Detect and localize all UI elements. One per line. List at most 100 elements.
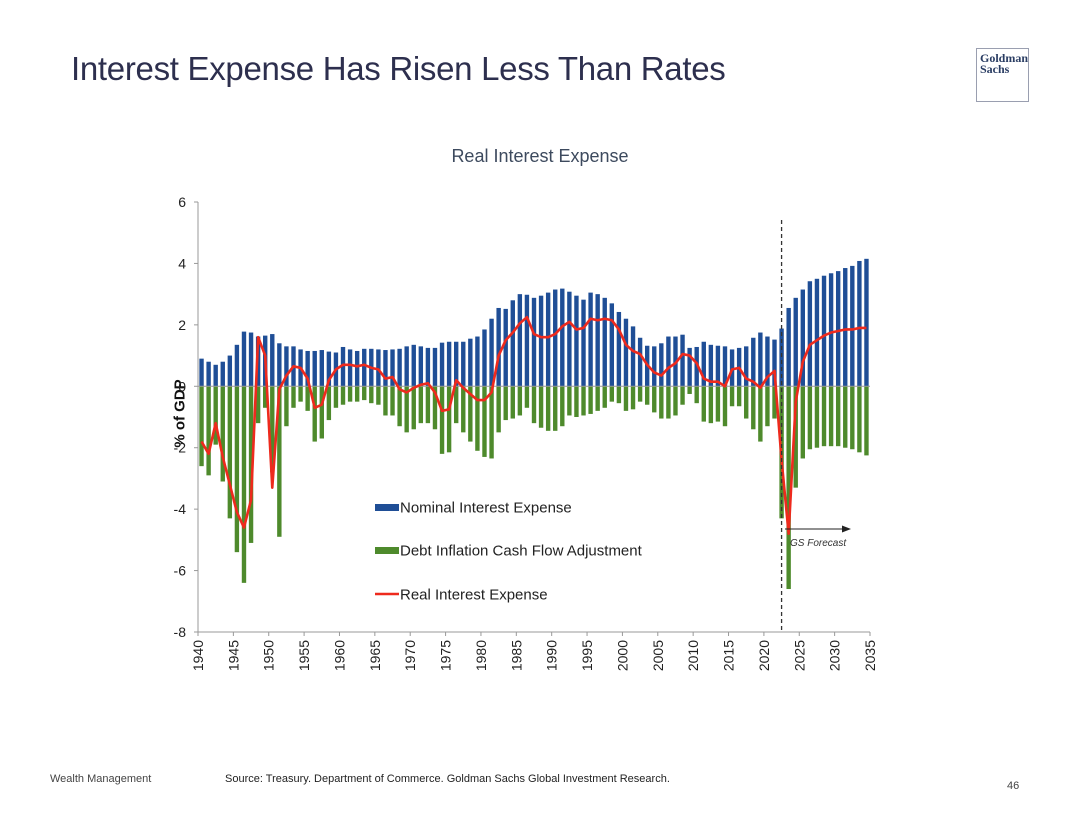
x-tick-label: 2035: [862, 640, 878, 671]
bar-adjustment: [793, 386, 798, 488]
bar-nominal: [708, 344, 714, 387]
bar-nominal: [425, 347, 431, 387]
bar-adjustment: [701, 386, 706, 422]
bar-adjustment: [390, 386, 395, 416]
bar-adjustment: [326, 386, 332, 421]
bar-adjustment: [744, 386, 749, 419]
bar-nominal: [779, 328, 784, 387]
forecast-label: GS Forecast: [790, 538, 847, 549]
x-tick-label: 1975: [438, 640, 454, 671]
bar-adjustment: [736, 386, 742, 407]
bar-nominal: [744, 346, 749, 387]
bar-adjustment: [510, 386, 515, 419]
bar-nominal: [666, 336, 671, 387]
bar-nominal: [751, 337, 756, 387]
bar-adjustment: [567, 386, 572, 416]
bar-adjustment: [758, 386, 763, 442]
bars-group: [199, 258, 869, 589]
slide-title: Interest Expense Has Risen Less Than Rat…: [71, 50, 726, 87]
bar-adjustment: [340, 386, 346, 405]
bar-nominal: [206, 361, 211, 387]
bar-adjustment: [807, 386, 813, 450]
bar-nominal: [227, 355, 233, 387]
bar-nominal: [390, 349, 395, 387]
legend-label: Nominal Interest Expense: [400, 500, 572, 517]
x-tick-label: 2000: [614, 640, 630, 671]
bar-adjustment: [489, 386, 494, 459]
bar-adjustment: [362, 386, 367, 401]
bar-adjustment: [531, 386, 537, 424]
bar-nominal: [602, 297, 607, 387]
bar-adjustment: [772, 386, 777, 419]
bar-adjustment: [722, 386, 728, 427]
bar-adjustment: [821, 386, 827, 447]
bar-adjustment: [715, 386, 721, 422]
bar-adjustment: [248, 386, 254, 543]
bar-nominal: [659, 343, 664, 387]
bar-adjustment: [800, 386, 805, 459]
y-tick-label: -2: [174, 440, 187, 456]
bar-adjustment: [354, 386, 360, 402]
bar-adjustment: [637, 386, 643, 402]
bar-nominal: [821, 275, 827, 387]
bar-adjustment: [765, 386, 770, 427]
chart-title: Real Interest Expense: [451, 146, 629, 166]
x-tick-label: 1955: [296, 640, 312, 671]
bar-adjustment: [263, 386, 268, 408]
bar-adjustment: [574, 386, 579, 417]
bar-adjustment: [482, 386, 487, 457]
bar-adjustment: [227, 386, 233, 519]
x-tick-label: 1980: [473, 640, 489, 671]
bar-nominal: [680, 334, 685, 387]
goldman-sachs-logo: Goldman Sachs: [976, 48, 1029, 102]
bar-nominal: [510, 300, 515, 387]
bar-nominal: [404, 346, 409, 387]
bar-adjustment: [404, 386, 409, 433]
bar-nominal: [277, 343, 282, 387]
bar-nominal: [468, 338, 473, 387]
bar-nominal: [220, 361, 225, 387]
bar-adjustment: [786, 386, 791, 589]
footer-wealth-management: Wealth Management: [50, 773, 152, 785]
legend-swatch: [375, 504, 399, 511]
line-real-interest-expense: [200, 315, 867, 536]
x-tick-label: 1950: [261, 640, 277, 671]
bar-nominal: [553, 289, 558, 387]
bar-nominal: [828, 273, 834, 387]
y-tick-label: -6: [174, 563, 187, 579]
bar-nominal: [305, 350, 310, 387]
bar-adjustment: [666, 386, 671, 419]
bar-adjustment: [347, 386, 353, 402]
bar-adjustment: [864, 386, 869, 456]
bar-nominal: [609, 303, 615, 387]
y-tick-label: 0: [178, 378, 186, 394]
bar-nominal: [340, 346, 346, 387]
bar-adjustment: [305, 386, 310, 411]
bar-adjustment: [475, 386, 480, 451]
x-tick-label: 1995: [579, 640, 595, 671]
x-tick-label: 2005: [650, 640, 666, 671]
bar-adjustment: [850, 386, 855, 450]
x-tick-label: 2030: [827, 640, 843, 671]
bar-nominal: [772, 339, 777, 387]
bar-nominal: [362, 348, 367, 387]
bar-adjustment: [446, 386, 452, 453]
bar-adjustment: [751, 386, 756, 430]
bar-nominal: [595, 294, 600, 387]
bar-nominal: [270, 334, 275, 387]
y-tick-label: 2: [178, 317, 186, 333]
x-tick-label: 1990: [544, 640, 560, 671]
bar-nominal: [439, 342, 445, 387]
bar-nominal: [623, 318, 629, 387]
bar-adjustment: [298, 386, 303, 402]
bar-adjustment: [517, 386, 523, 416]
bar-adjustment: [432, 386, 438, 430]
y-tick-label: 4: [178, 255, 186, 271]
bar-nominal: [630, 326, 636, 387]
bar-nominal: [503, 308, 508, 387]
bar-adjustment: [857, 386, 862, 453]
bar-nominal: [786, 307, 791, 387]
bar-adjustment: [814, 386, 820, 448]
bar-nominal: [397, 348, 402, 387]
source-note: Source: Treasury. Department of Commerce…: [225, 773, 670, 785]
